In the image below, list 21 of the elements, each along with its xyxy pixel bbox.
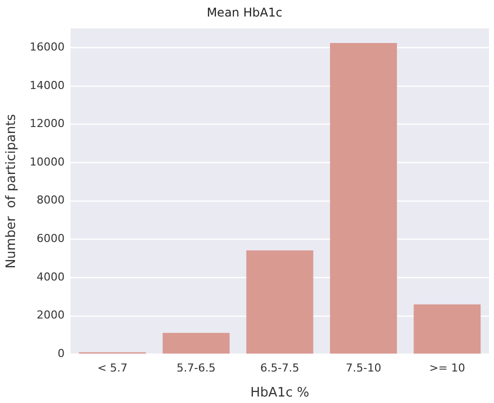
x-tick-label: 7.5-10	[346, 362, 382, 375]
x-tick-label: >= 10	[429, 362, 466, 375]
y-tick-label: 8000	[36, 194, 65, 207]
bar	[162, 332, 230, 354]
y-tick-label: 4000	[36, 270, 65, 284]
x-tick-label: 5.7-6.5	[176, 362, 216, 375]
x-axis-title: HbA1c %	[250, 386, 310, 401]
bar	[414, 304, 481, 354]
x-tick-label: < 5.7	[97, 362, 128, 375]
bar	[246, 250, 314, 354]
y-tick-label: 12000	[30, 117, 65, 130]
y-tick-label: 16000	[30, 40, 65, 54]
y-tick-label: 0	[58, 347, 65, 360]
y-axis-title: Number of participants	[4, 114, 20, 269]
y-tick-label: 6000	[36, 232, 65, 246]
x-tick-label: 6.5-7.5	[260, 362, 300, 375]
y-tick-label: 2000	[36, 308, 65, 322]
chart-title: Mean HbA1c	[206, 5, 282, 20]
y-tick-label: 14000	[30, 78, 65, 92]
bar	[330, 42, 397, 354]
y-tick-label: 10000	[30, 155, 65, 168]
